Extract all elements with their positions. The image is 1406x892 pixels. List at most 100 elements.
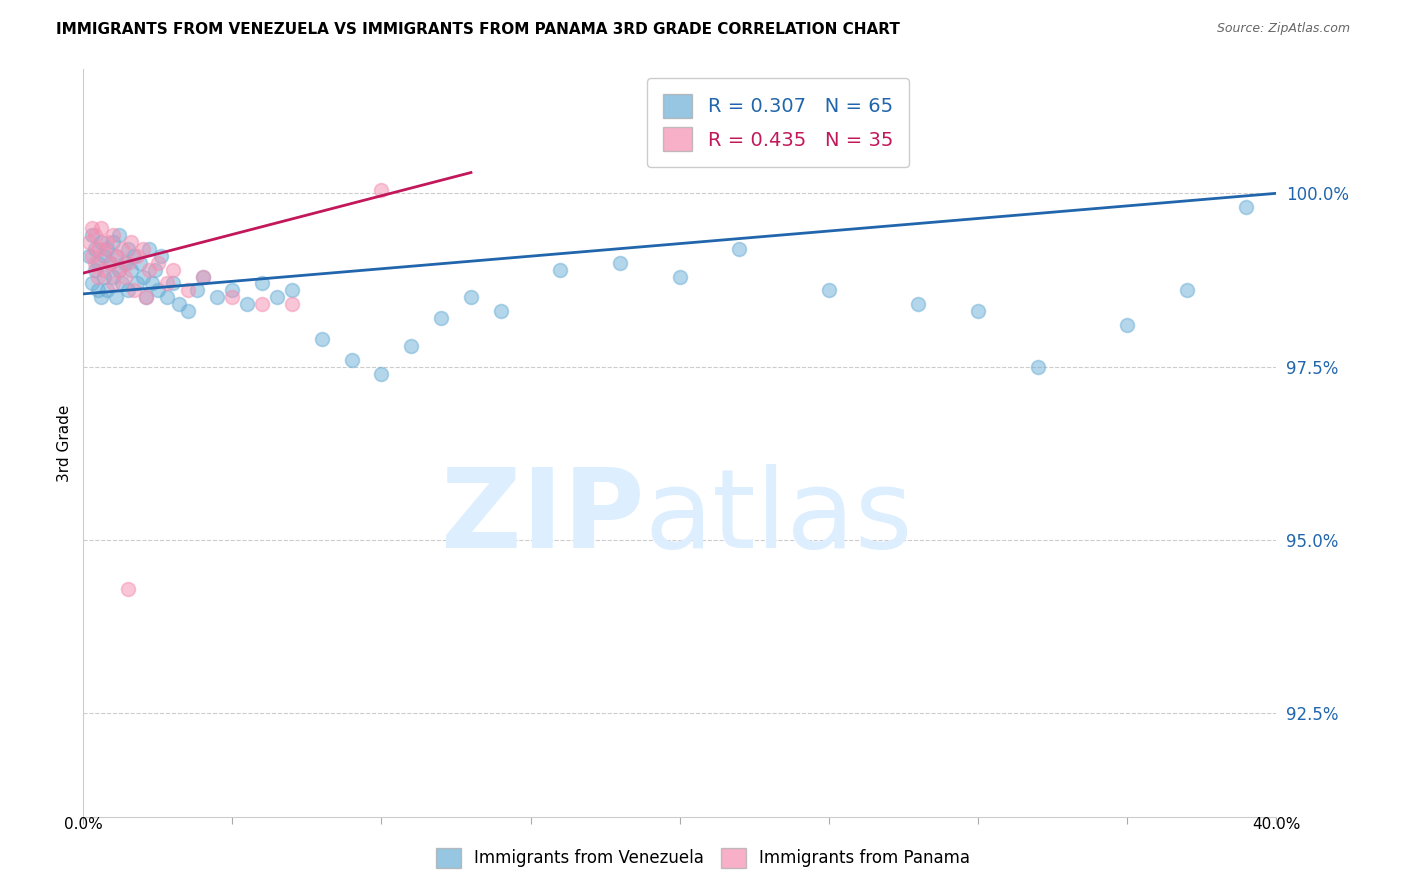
Point — [93, 242, 115, 256]
Point — [132, 269, 155, 284]
Point — [817, 284, 839, 298]
Point — [93, 262, 115, 277]
Point — [176, 284, 198, 298]
Point — [176, 304, 198, 318]
Point — [96, 242, 118, 256]
Point — [105, 249, 128, 263]
Point — [728, 242, 751, 256]
Point — [108, 262, 131, 277]
Point — [93, 269, 115, 284]
Point — [125, 277, 148, 291]
Point — [117, 255, 139, 269]
Point — [129, 255, 152, 269]
Point — [207, 290, 229, 304]
Point — [311, 332, 333, 346]
Point — [84, 262, 107, 277]
Point — [117, 582, 139, 596]
Point — [108, 262, 131, 277]
Point — [370, 183, 392, 197]
Point — [77, 235, 100, 249]
Point — [162, 262, 184, 277]
Point — [111, 277, 134, 291]
Point — [90, 290, 112, 304]
Point — [370, 367, 392, 381]
Point — [111, 242, 134, 256]
Point — [135, 290, 157, 304]
Point — [101, 269, 124, 284]
Point — [122, 249, 145, 263]
Text: 0.0%: 0.0% — [63, 817, 103, 832]
Point — [1026, 359, 1049, 374]
Point — [489, 304, 512, 318]
Point — [82, 227, 104, 242]
Point — [281, 297, 304, 311]
Text: atlas: atlas — [644, 465, 912, 572]
Point — [114, 269, 136, 284]
Point — [84, 255, 107, 269]
Point — [87, 255, 110, 269]
Point — [430, 311, 453, 326]
Point — [167, 297, 190, 311]
Point — [98, 255, 121, 269]
Point — [1175, 284, 1198, 298]
Point — [138, 242, 160, 256]
Point — [146, 284, 169, 298]
Point — [105, 249, 128, 263]
Point — [668, 269, 690, 284]
Point — [460, 290, 482, 304]
Point — [87, 242, 110, 256]
Legend: Immigrants from Venezuela, Immigrants from Panama: Immigrants from Venezuela, Immigrants fr… — [429, 841, 977, 875]
Point — [77, 249, 100, 263]
Point — [120, 235, 142, 249]
Point — [250, 277, 273, 291]
Point — [90, 235, 112, 249]
Text: IMMIGRANTS FROM VENEZUELA VS IMMIGRANTS FROM PANAMA 3RD GRADE CORRELATION CHART: IMMIGRANTS FROM VENEZUELA VS IMMIGRANTS … — [56, 22, 900, 37]
Point — [90, 221, 112, 235]
Point — [101, 235, 124, 249]
Point — [122, 284, 145, 298]
Point — [340, 352, 363, 367]
Point — [82, 249, 104, 263]
Point — [125, 249, 148, 263]
Point — [84, 242, 107, 256]
Point — [101, 277, 124, 291]
Text: Source: ZipAtlas.com: Source: ZipAtlas.com — [1216, 22, 1350, 36]
Point — [108, 227, 131, 242]
Point — [98, 255, 121, 269]
Point — [141, 277, 163, 291]
Point — [191, 269, 214, 284]
Point — [82, 221, 104, 235]
Point — [191, 269, 214, 284]
Point — [550, 262, 572, 277]
Point — [162, 277, 184, 291]
Point — [967, 304, 990, 318]
Point — [250, 297, 273, 311]
Point — [186, 284, 208, 298]
Point — [120, 262, 142, 277]
Text: 40.0%: 40.0% — [1251, 817, 1301, 832]
Point — [87, 284, 110, 298]
Point — [82, 277, 104, 291]
Point — [1116, 318, 1139, 332]
Point — [132, 242, 155, 256]
Point — [609, 255, 631, 269]
Point — [156, 290, 179, 304]
Text: ZIP: ZIP — [440, 465, 644, 572]
Point — [266, 290, 288, 304]
Point — [156, 277, 179, 291]
Point — [93, 249, 115, 263]
Point — [236, 297, 259, 311]
Point — [907, 297, 929, 311]
Point — [96, 235, 118, 249]
Point — [138, 262, 160, 277]
Legend: R = 0.307   N = 65, R = 0.435   N = 35: R = 0.307 N = 65, R = 0.435 N = 35 — [647, 78, 908, 167]
Point — [1234, 200, 1257, 214]
Point — [146, 255, 169, 269]
Point — [105, 290, 128, 304]
Point — [401, 339, 423, 353]
Point — [87, 269, 110, 284]
Point — [149, 249, 172, 263]
Point — [143, 262, 166, 277]
Y-axis label: 3rd Grade: 3rd Grade — [58, 404, 72, 482]
Point — [117, 284, 139, 298]
